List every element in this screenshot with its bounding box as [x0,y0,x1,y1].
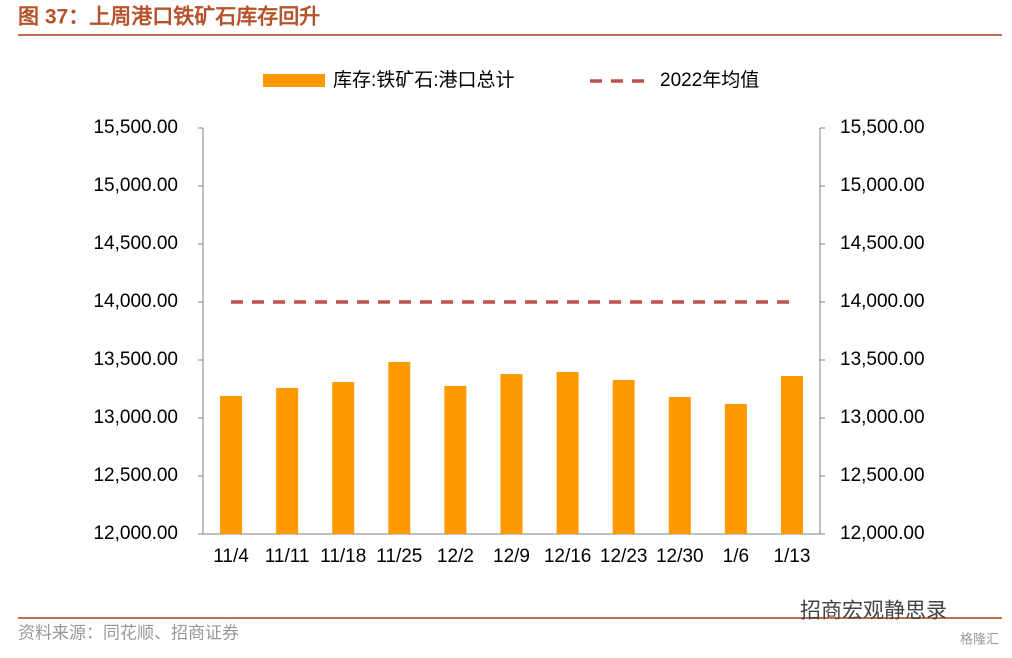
legend-swatch [263,74,325,87]
x-tick-label: 11/11 [265,546,310,567]
y-tick-label: 13,500.00 [93,349,178,370]
x-tick-label: 11/4 [213,546,249,567]
x-tick-label: 1/6 [723,546,749,567]
y2-tick-label: 13,500.00 [840,349,925,370]
x-tick-label: 11/25 [376,546,422,567]
bar [388,361,411,534]
x-tick-label: 12/16 [544,546,592,567]
y-tick-label: 14,500.00 [93,233,178,254]
y2-tick-label: 13,000.00 [840,407,925,428]
bar [220,395,243,534]
x-tick-label: 12/9 [493,546,530,567]
y2-tick-label: 14,500.00 [840,233,925,254]
legend-label: 库存:铁矿石:港口总计 [333,69,515,91]
y2-tick-label: 15,500.00 [840,117,925,138]
bar [500,374,523,534]
bar [444,385,467,534]
legend-label: 2022年均值 [660,69,759,91]
y-tick-label: 12,000.00 [93,523,178,544]
chart-title: 图 37：上周港口铁矿石库存回升 [18,5,320,29]
y2-tick-label: 12,500.00 [840,465,925,486]
bar [556,371,579,534]
bar [612,379,635,534]
x-tick-label: 1/13 [773,546,810,567]
y-tick-label: 15,000.00 [93,175,178,196]
y-tick-label: 13,000.00 [93,407,178,428]
watermark2: 格隆汇 [960,631,999,646]
bar [724,403,747,534]
x-tick-label: 12/23 [600,546,648,567]
bar [332,382,355,534]
y2-tick-label: 14,000.00 [840,291,925,312]
y2-tick-label: 15,000.00 [840,175,925,196]
x-tick-label: 12/30 [656,546,704,567]
y-tick-label: 14,000.00 [93,291,178,312]
bar [668,397,691,534]
y-tick-label: 12,500.00 [93,465,178,486]
source: 资料来源：同花顺、招商证券 [18,623,239,642]
bar [780,376,803,534]
watermark: 招商宏观静思录 [800,600,947,623]
x-tick-label: 12/2 [437,546,474,567]
y2-tick-label: 12,000.00 [840,523,925,544]
x-tick-label: 11/18 [320,546,366,567]
y-tick-label: 15,500.00 [93,117,178,138]
bar [276,387,299,534]
